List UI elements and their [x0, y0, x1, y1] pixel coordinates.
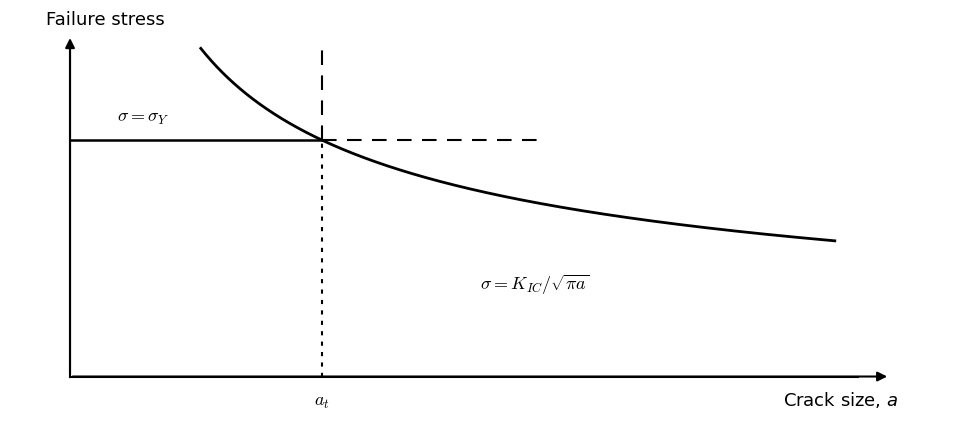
- Text: Crack size, $a$: Crack size, $a$: [782, 390, 898, 410]
- Text: $\sigma = \sigma_Y$: $\sigma = \sigma_Y$: [117, 109, 170, 127]
- Text: Failure stress: Failure stress: [46, 11, 165, 29]
- Text: $a_t$: $a_t$: [315, 393, 330, 411]
- Text: $\sigma = K_{IC}/\sqrt{\pi a}$: $\sigma = K_{IC}/\sqrt{\pi a}$: [480, 273, 589, 297]
